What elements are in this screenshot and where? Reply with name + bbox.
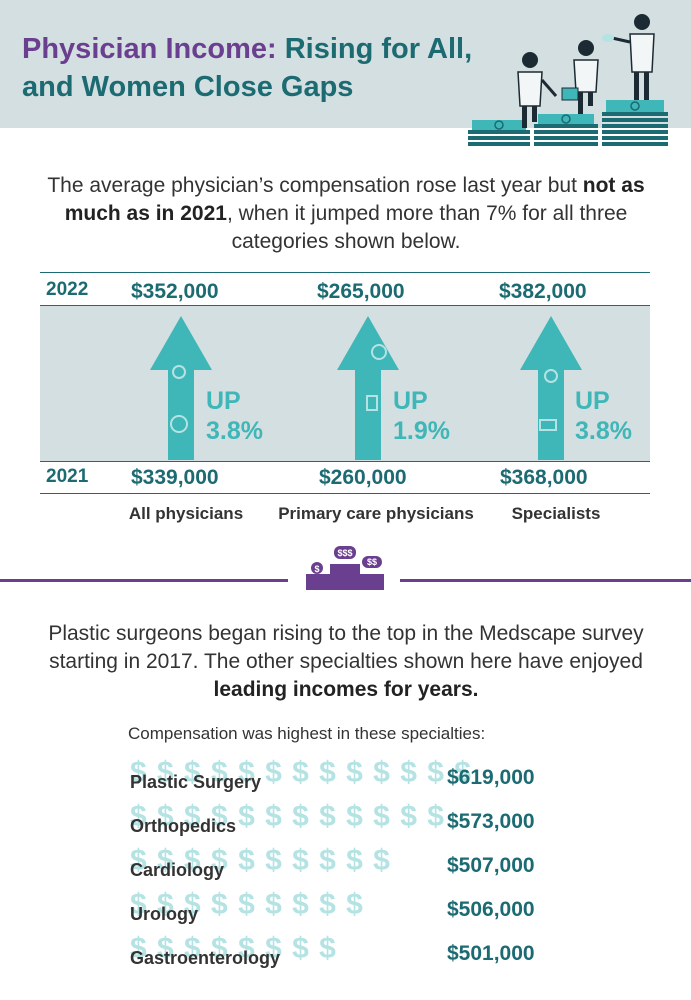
specialty-label-4: Gastroenterology [130,948,281,968]
specialty-value-2: $507,000 [447,854,535,877]
doctor-right-icon [602,14,655,100]
specialty-label-0: Plastic Surgery [130,772,262,792]
title-line2: and Women Close Gaps [22,71,354,103]
primary-care-up-label: UP [393,387,428,415]
primary-care-2021-value: $260,000 [319,466,407,489]
all-physicians-2022-value: $352,000 [131,280,219,303]
year-2021-label: 2021 [46,466,89,487]
svg-text:$: $ [314,564,319,574]
specialty-value-0: $619,000 [447,766,535,789]
title-highlight: Physician Income: [22,33,277,65]
specialists-label: Specialists [511,504,601,523]
specialty-value-3: $506,000 [447,898,535,921]
specialty-label-1: Orthopedics [130,816,237,836]
divider-line-top [40,272,650,273]
dollar-bar-1: $ $ $ $ $ $ $ $ $ $ $ $ [130,800,445,833]
svg-text:$$$: $$$ [337,548,352,558]
specialties-paragraph: Plastic surgeons began rising to the top… [40,620,652,704]
money-stack-left-icon [468,120,530,146]
intro-text-1: The average physician’s compensation ros… [47,174,583,197]
section-divider-right [400,579,691,582]
divider-line-2022 [40,305,650,306]
podium-icon: $$$ $$ $ [306,546,384,590]
title-line1-rest: Rising for All, [276,33,473,65]
page-title: Physician Income: Rising for All, and Wo… [22,30,472,106]
specialists-2021-value: $368,000 [500,466,588,489]
dollar-bar-4: $ $ $ $ $ $ $ $ [130,932,337,965]
dollar-bar-0: $ $ $ $ $ $ $ $ $ $ $ $ $ [130,756,472,789]
specialties-text: Plastic surgeons began rising to the top… [48,622,644,673]
up-arrow-icon [150,316,212,460]
year-2022-label: 2022 [46,279,89,300]
all-physicians-2021-value: $339,000 [131,466,219,489]
primary-care-2022-value: $265,000 [317,280,405,303]
primary-care-change: 1.9% [393,417,450,445]
specialty-label-2: Cardiology [130,860,225,880]
doctor-left-icon [517,52,558,128]
all-physicians-change: 3.8% [206,417,263,445]
dollar-bar-2: $ $ $ $ $ $ $ $ $ $ [130,844,391,877]
divider-line-bottom [40,493,650,494]
up-arrow-icon [337,316,399,460]
specialty-value-1: $573,000 [447,810,535,833]
intro-paragraph: The average physician’s compensation ros… [40,172,652,256]
specialty-label-3: Urology [130,904,199,924]
specialists-up-label: UP [575,387,610,415]
intro-text-bold: not as much as in 2021 [64,174,645,225]
svg-text:$$: $$ [367,557,377,567]
divider-line-2021 [40,461,650,462]
dollar-bar-3: $ $ $ $ $ $ $ $ $ [130,888,364,921]
section-divider-left [0,579,288,582]
all-physicians-up-label: UP [206,387,241,415]
doctors-on-money-stacks-illustration [468,14,668,146]
specialists-change: 3.8% [575,417,632,445]
doctor-middle-icon [561,40,599,114]
primary-care-label: Primary care physicians [278,504,474,523]
specialty-value-4: $501,000 [447,942,535,965]
intro-text-2: , when it jumped more than 7% for all th… [226,202,628,253]
all-physicians-label: All physicians [128,504,244,523]
up-arrow-icon [520,316,582,460]
specialists-2022-value: $382,000 [499,280,587,303]
specialties-text-bold: leading incomes for years. [213,678,479,701]
money-stack-right-icon [602,100,668,146]
chart-title: Compensation was highest in these specia… [128,724,486,743]
money-stack-middle-icon [534,114,598,146]
